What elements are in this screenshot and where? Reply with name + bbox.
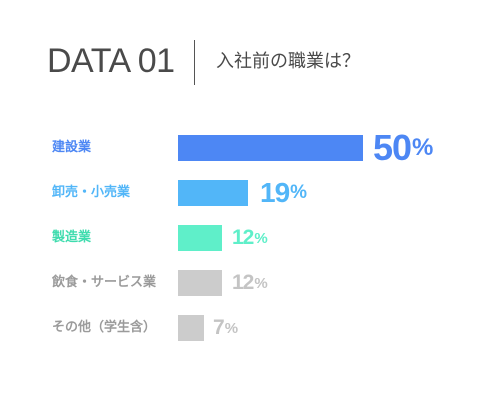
chart-title: DATA 01 — [47, 42, 175, 80]
category-label: 卸売・小売業 — [52, 185, 131, 200]
category-label: その他（学生含） — [52, 320, 157, 335]
data-label-value: 7 — [213, 316, 225, 339]
data-label: 50% — [373, 127, 434, 168]
data-label-value: 12 — [232, 271, 254, 294]
bar-row: 飲食・サービス業 12% — [0, 263, 500, 303]
data-label-unit: % — [290, 182, 308, 203]
bar-row: 建設業 50% — [0, 127, 500, 168]
data-label-value: 12 — [232, 226, 254, 249]
bar — [178, 180, 248, 206]
data-label-value: 19 — [260, 177, 290, 208]
data-label-unit: % — [254, 229, 268, 247]
data-label: 12% — [232, 263, 268, 303]
data-label-value: 50 — [373, 127, 412, 168]
header-divider — [194, 40, 195, 85]
category-label: 飲食・サービス業 — [52, 275, 157, 290]
chart-question: 入社前の職業は？ — [216, 51, 360, 72]
data-label: 7% — [213, 308, 238, 348]
bar — [178, 270, 222, 296]
data-label-unit: % — [254, 274, 268, 292]
bar-row: 製造業 12% — [0, 218, 500, 258]
category-label: 建設業 — [52, 140, 92, 155]
data-label-unit: % — [224, 319, 239, 337]
data-label: 19% — [260, 173, 307, 213]
bar-row: 卸売・小売業 19% — [0, 173, 500, 213]
bar — [178, 135, 363, 161]
bar-row: その他（学生含） 7% — [0, 308, 500, 348]
data-label-unit: % — [412, 134, 434, 161]
bar — [178, 225, 222, 251]
bar — [178, 315, 204, 341]
chart-header: DATA 01 入社前の職業は？ — [0, 0, 500, 100]
category-label: 製造業 — [52, 230, 92, 245]
data-label: 12% — [232, 218, 268, 258]
